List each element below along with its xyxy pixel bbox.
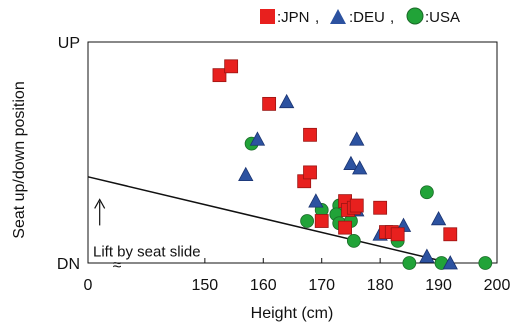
data-point-jpn <box>303 165 317 180</box>
data-point-jpn <box>212 68 227 83</box>
legend-marker-jpn <box>260 9 275 24</box>
data-point-deu <box>249 131 266 146</box>
data-point-deu <box>238 166 254 182</box>
legend-marker-deu <box>330 9 346 24</box>
legend-label-deu: :DEU <box>349 9 385 26</box>
data-point-jpn <box>224 59 239 74</box>
data-point-usa <box>478 256 493 270</box>
data-point-deu <box>308 193 324 208</box>
x-axis-break-symbol: ≈ <box>113 257 122 274</box>
data-point-jpn <box>262 96 277 111</box>
legend: :JPN , :DEU , :USA <box>260 7 460 26</box>
y-ticks: UP DN <box>57 35 80 273</box>
data-point-jpn <box>390 227 405 242</box>
trend-line <box>87 176 451 264</box>
x-ticks: 150 160 170 180 190 200 <box>192 258 511 294</box>
legend-label-usa: :USA <box>425 9 460 26</box>
x-tick-label: 180 <box>367 277 394 294</box>
legend-label-jpn: :JPN <box>277 9 310 26</box>
data-point-deu <box>419 248 435 263</box>
trend-line-group <box>87 176 451 264</box>
data-point-jpn <box>338 220 352 235</box>
data-point-deu <box>343 155 359 170</box>
legend-marker-usa <box>406 7 424 25</box>
plot-area <box>87 41 498 264</box>
data-point-usa <box>300 214 315 228</box>
annotation-arrow-head <box>94 198 106 209</box>
x-tick-label: 160 <box>250 277 277 294</box>
y-tick-label: UP <box>58 35 80 52</box>
data-point-jpn <box>303 127 317 142</box>
data-point-deu <box>430 210 447 226</box>
data-point-deu <box>442 255 458 270</box>
annotation-label: Lift by seat slide <box>93 243 201 260</box>
data-point-jpn <box>314 214 329 228</box>
data-point-deu <box>349 131 365 146</box>
x-axis-title: Height (cm) <box>251 305 334 322</box>
legend-separator: , <box>315 9 319 26</box>
data-point-jpn <box>373 200 388 215</box>
x-tick-label: 170 <box>308 277 335 294</box>
x-tick-label: 150 <box>192 277 219 294</box>
x-axis-origin-label: 0 <box>84 277 93 294</box>
x-tick-label: 190 <box>425 277 452 294</box>
data-point-usa <box>402 256 417 270</box>
data-point-jpn <box>443 227 458 242</box>
data-point-usa <box>419 185 434 200</box>
data-point-deu <box>278 93 295 109</box>
data-point-deu <box>352 160 368 175</box>
y-axis-title: Seat up/down position <box>11 81 28 238</box>
data-points <box>212 59 493 270</box>
y-tick-label: DN <box>57 256 80 273</box>
data-point-usa <box>346 233 361 248</box>
x-tick-label: 200 <box>484 277 511 294</box>
legend-separator: , <box>390 9 394 26</box>
data-point-jpn <box>349 198 364 213</box>
annotations: Lift by seat slide <box>93 198 201 260</box>
